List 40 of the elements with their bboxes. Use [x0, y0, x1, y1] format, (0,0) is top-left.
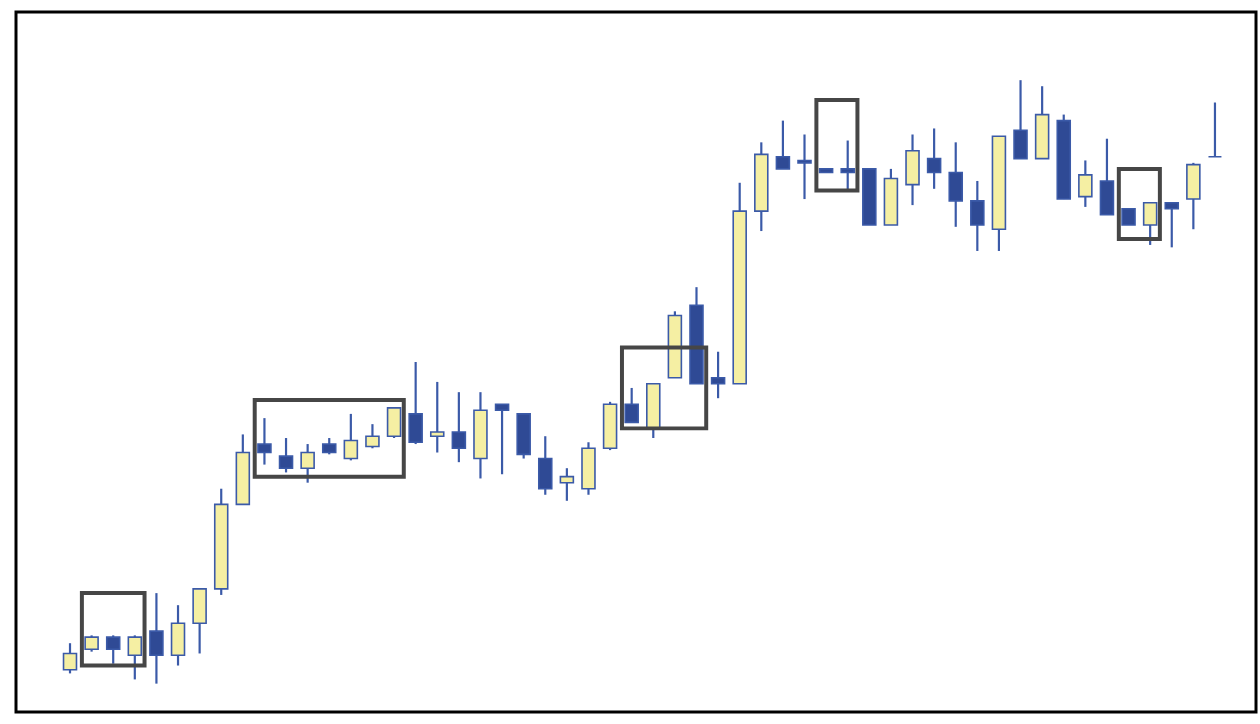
candlestick — [1034, 85, 1050, 160]
candlestick — [905, 133, 920, 207]
candlestick — [343, 412, 359, 462]
candlestick — [192, 587, 207, 655]
candlestick — [624, 386, 639, 424]
candlestick — [1099, 137, 1115, 216]
candlestick — [105, 634, 121, 665]
candlestick — [581, 441, 596, 496]
candlestick — [451, 391, 467, 464]
candlestick — [1142, 201, 1158, 247]
candlestick — [408, 360, 423, 446]
candlestick — [386, 406, 402, 440]
candlestick — [797, 133, 812, 201]
candlestick — [926, 127, 942, 190]
candlestick — [62, 642, 78, 675]
candlestick — [970, 179, 985, 253]
candlestick — [278, 436, 294, 474]
candlestick — [840, 139, 855, 192]
candlestick — [602, 400, 618, 452]
candlestick — [300, 442, 315, 484]
candlestick — [1207, 101, 1223, 158]
candlestick — [365, 423, 380, 450]
candlestick — [775, 119, 791, 170]
candlestick — [1078, 159, 1093, 209]
candlestick — [559, 467, 575, 502]
candlestick — [1013, 79, 1028, 160]
candlestick — [948, 141, 964, 228]
candlestick — [1164, 201, 1180, 249]
candlestick — [537, 435, 553, 496]
candlestick — [127, 634, 143, 681]
candlestick — [1186, 161, 1201, 231]
candlestick — [883, 167, 899, 227]
candlestick — [170, 604, 186, 667]
candlestick — [646, 382, 661, 440]
candlestick — [516, 412, 531, 460]
candlestick — [494, 403, 510, 476]
candlestick — [257, 417, 272, 466]
candlestick — [149, 592, 164, 685]
candlestick — [429, 380, 445, 454]
candlestick — [710, 350, 726, 400]
